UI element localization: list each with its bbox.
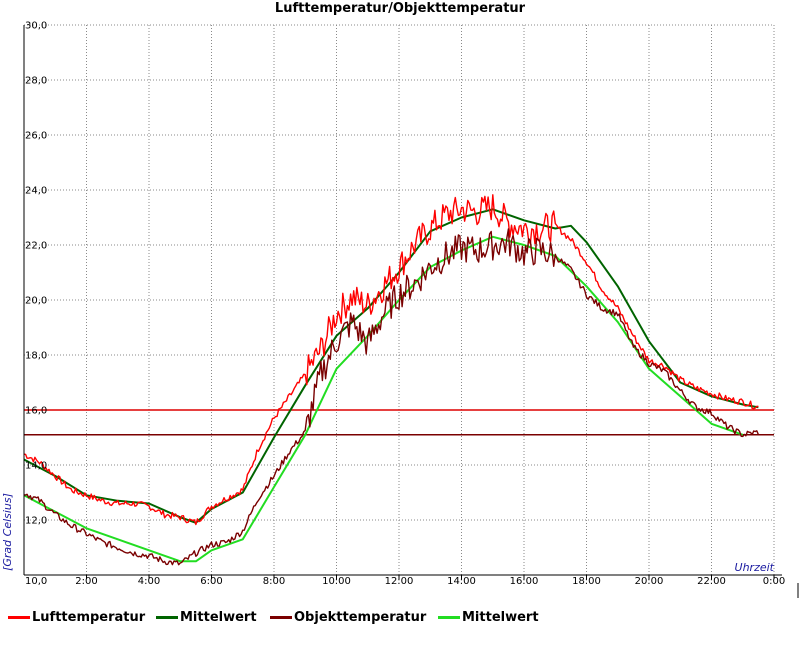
y-tick-label: 14,0 [25,461,47,472]
legend-label: Mittelwert [462,609,539,625]
legend-swatch [438,615,460,619]
y-tick-labels: 10,0 12,0 14,0 16,0 18,0 20,0 22,0 24,0 26,0 28,0… [25,21,47,588]
legend-swatch [270,615,292,619]
x-tick-label: 18:00 [572,576,601,587]
y-tick-label: 16,0 [25,406,47,417]
x-tick-label: 22:00 [697,576,726,587]
legend-swatch [156,615,178,619]
x-tick-label: 8:00 [263,576,285,587]
legend-swatch [8,615,30,619]
reference-lines [24,409,774,436]
y-tick-label: 30,0 [25,21,47,32]
y-tick-label: 12,0 [25,516,47,527]
legend-label: Objekttemperatur [294,609,427,625]
y-axis-label: [Grad Celsius] [1,493,14,571]
x-tick-label: 10:00 [322,576,351,587]
chart-title: Lufttemperatur/Objekttemperatur [275,1,526,16]
y-tick-label: 22,0 [25,241,47,252]
legend-item-lufttemperatur: Lufttemperatur [8,606,145,628]
legend-label: Mittelwert [180,609,257,625]
series-line-objekttemperatur-2 [24,228,760,566]
grid [24,24,775,575]
series-line-lufttemperatur-0 [23,194,759,526]
x-tick-label: 0:00 [763,576,785,587]
x-tick-labels: 2:00 4:00 6:00 8:00 10:00 12:00 14:00 16:00 18:0… [75,576,785,587]
x-tick-label: 2:00 [75,576,97,587]
y-tick-label: 18,0 [25,351,47,362]
y-tick-label: 28,0 [25,76,47,87]
legend: Lufttemperatur Mittelwert Objekttemperat… [0,606,800,628]
y-tick-label: 24,0 [25,186,47,197]
series-line-mittelwert-3 [23,235,744,563]
legend-item-mittelwert-luft: Mittelwert [156,606,257,628]
legend-item-objekttemperatur: Objekttemperatur [270,606,426,628]
x-tick-label: 12:00 [385,576,414,587]
axes [23,25,799,598]
x-axis-label: Uhrzeit [735,561,775,574]
series-lines [23,194,760,566]
legend-item-mittelwert-objekt: Mittelwert [438,606,539,628]
x-tick-label: 6:00 [200,576,222,587]
x-tick-label: 14:00 [447,576,476,587]
legend-label: Lufttemperatur [32,609,146,625]
x-tick-label: 4:00 [138,576,160,587]
x-tick-label: 16:00 [510,576,539,587]
x-tick-label: 20:00 [635,576,664,587]
y-tick-label: 20,0 [25,296,47,307]
y-tick-label: 26,0 [25,131,47,142]
y-tick-label: 10,0 [25,576,47,587]
